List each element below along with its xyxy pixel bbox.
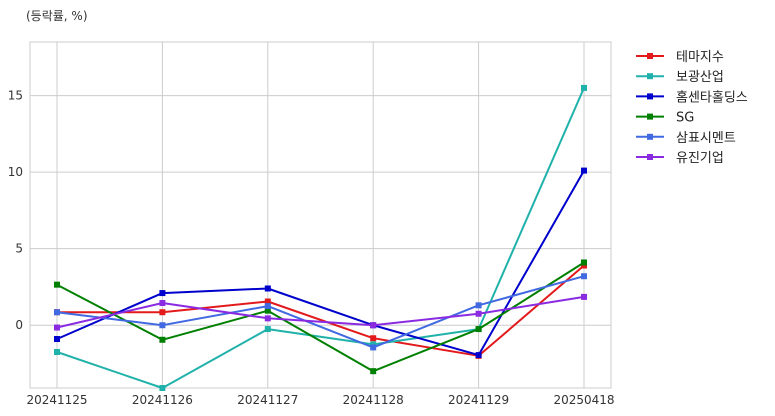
- series-line: [56, 87, 585, 389]
- data-point: [159, 322, 166, 329]
- data-point: [370, 335, 377, 342]
- legend-marker: [647, 113, 653, 120]
- legend-marker: [647, 53, 653, 59]
- legend-label: 보광산업: [676, 70, 724, 85]
- series-group: [54, 273, 587, 351]
- data-point: [370, 322, 377, 329]
- data-point: [54, 336, 60, 343]
- x-tick-label: 20241125: [26, 393, 87, 407]
- data-point: [54, 324, 60, 331]
- legend-marker: [647, 133, 653, 140]
- legend-item: 유진기업: [636, 151, 724, 166]
- legend-label: 홈센타홀딩스: [676, 90, 748, 105]
- data-point: [54, 309, 60, 316]
- data-point: [475, 352, 482, 359]
- series-line: [57, 264, 585, 357]
- data-point: [264, 315, 271, 322]
- data-point: [370, 341, 377, 348]
- data-point: [370, 344, 377, 351]
- legend-item: SG: [636, 111, 694, 126]
- legend-label: 유진기업: [676, 151, 724, 166]
- legend-item: 테마지수: [636, 50, 724, 65]
- legend-label: 테마지수: [676, 50, 724, 65]
- data-point: [581, 84, 587, 91]
- data-point: [581, 259, 587, 266]
- x-tick-label: 20241127: [237, 393, 298, 407]
- series-line: [56, 295, 585, 329]
- legend-label: 삼표시멘트: [676, 131, 736, 146]
- data-point: [581, 262, 587, 269]
- data-point: [264, 326, 271, 333]
- series-group: [54, 293, 587, 331]
- series-group: [54, 259, 587, 375]
- data-point: [159, 336, 166, 343]
- data-point: [264, 298, 271, 305]
- y-tick-label: 10: [8, 165, 23, 179]
- plot-area: [29, 41, 612, 389]
- x-tick-label: 20241126: [132, 393, 193, 407]
- y-tick-label: 0: [15, 318, 23, 332]
- y-unit-label: (등락률, %): [26, 9, 88, 23]
- data-point: [370, 368, 377, 375]
- y-tick-label: 5: [15, 242, 23, 256]
- data-point: [264, 285, 271, 292]
- data-point: [581, 273, 587, 280]
- x-axis-ticks: 20241125 20241126 20241127 20241128 20241129…: [26, 393, 614, 407]
- data-point: [159, 290, 166, 297]
- legend-marker: [647, 93, 653, 100]
- legend-marker: [647, 73, 653, 80]
- legend-item: 홈센타홀딩스: [636, 90, 748, 105]
- data-point: [581, 167, 587, 174]
- series-line: [56, 170, 585, 357]
- data-point: [264, 303, 271, 310]
- data-point: [159, 309, 166, 316]
- legend-marker: [647, 154, 653, 160]
- series-line: [56, 261, 585, 373]
- x-tick-label: 20241128: [343, 393, 404, 407]
- data-point: [475, 326, 482, 333]
- legend-label: SG: [676, 111, 694, 126]
- x-tick-label: 20250418: [553, 393, 614, 407]
- data-point: [159, 300, 166, 307]
- x-tick-label: 20241129: [448, 393, 509, 407]
- data-point: [264, 307, 271, 314]
- legend-item: 삼표시멘트: [636, 131, 736, 146]
- series-lines: [54, 84, 587, 391]
- legend-item: 보광산업: [636, 70, 724, 85]
- data-point: [159, 385, 166, 391]
- y-tick-label: 15: [8, 89, 23, 103]
- data-point: [475, 310, 482, 317]
- y-axis-ticks: 0 5 10 15: [8, 89, 23, 333]
- data-point: [581, 293, 587, 300]
- series-line: [56, 275, 585, 349]
- data-point: [475, 302, 482, 309]
- data-point: [54, 349, 60, 356]
- data-point: [54, 281, 60, 288]
